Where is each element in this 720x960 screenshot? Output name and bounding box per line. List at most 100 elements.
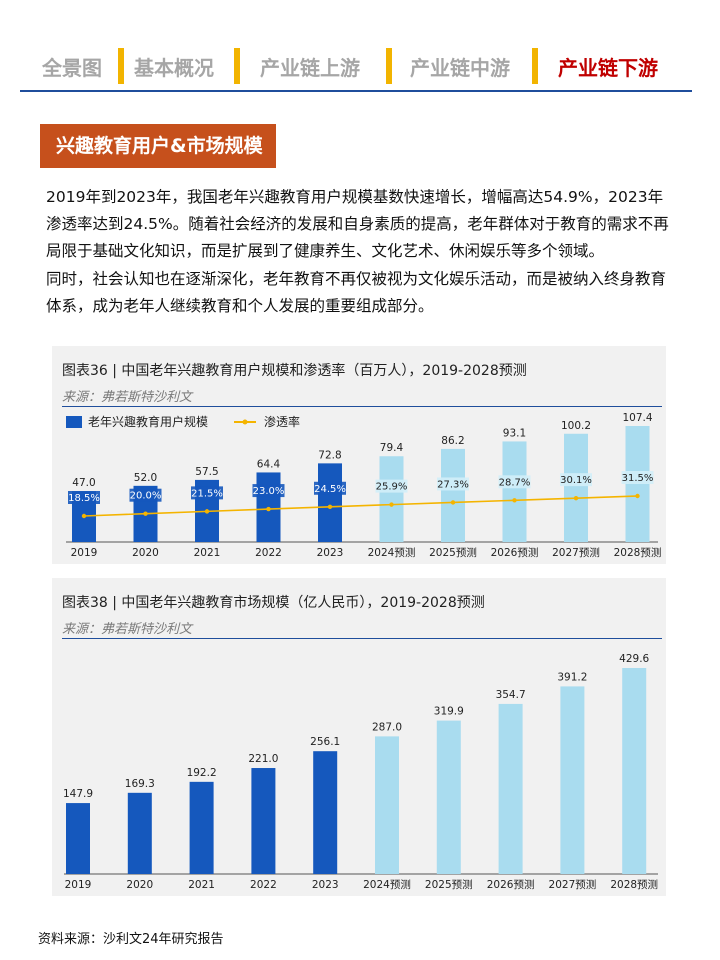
penetration-point [635, 493, 640, 499]
chart-divider [62, 638, 662, 639]
bar-value-label: 354.7 [496, 689, 526, 701]
x-tick-label: 2022 [250, 879, 277, 891]
nav-separator [386, 48, 392, 84]
nav-separator [532, 48, 538, 84]
penetration-value-label: 27.3% [437, 479, 469, 490]
penetration-point [327, 504, 333, 509]
x-tick-label: 2021 [188, 879, 215, 891]
bar [436, 720, 461, 874]
legend-label-users: 老年兴趣教育用户规模 [88, 414, 208, 429]
bar-value-label: 93.1 [503, 427, 526, 439]
x-tick-label: 2027预测 [549, 878, 597, 891]
penetration-value-label: 18.5% [68, 493, 100, 504]
penetration-point [512, 498, 517, 503]
nav-separator [234, 48, 240, 84]
bar [502, 441, 527, 542]
x-tick-label: 2026预测 [491, 546, 539, 559]
x-tick-label: 2028预测 [614, 546, 662, 559]
penetration-point [81, 513, 87, 519]
nav-separator [118, 48, 124, 84]
chart-divider [62, 406, 662, 407]
chart-market-size: 147.9 2019 169.3 2020 192.2 2021 221.0 2022 256.… [63, 653, 658, 891]
chart-source: 来源：弗若斯特沙利文 [62, 622, 193, 637]
x-tick-label: 2027预测 [552, 546, 600, 559]
penetration-label-bg [252, 484, 285, 498]
penetration-value-label: 25.9% [376, 482, 408, 493]
x-tick-label: 2023 [312, 879, 339, 891]
bar [564, 433, 588, 542]
x-tick-label: 2019 [71, 547, 98, 559]
nav-item-basic[interactable]: 基本概况 [134, 56, 214, 80]
bar [251, 768, 276, 874]
footer-source: 资料来源：沙利文24年研究报告 [38, 932, 224, 947]
bar-value-label: 287.0 [372, 721, 402, 733]
penetration-label-bg [191, 486, 223, 500]
section-title: 兴趣教育用户&市场规模 [40, 124, 276, 168]
nav-item-upstream[interactable]: 产业链上游 [260, 56, 360, 80]
x-tick-label: 2021 [194, 547, 221, 559]
penetration-label-bg [437, 477, 469, 491]
x-tick-label: 2020 [126, 879, 153, 891]
bar-value-label: 47.0 [72, 477, 95, 489]
bar-value-label: 256.1 [310, 736, 340, 748]
x-tick-label: 2020 [132, 547, 159, 559]
penetration-label-bg [560, 473, 592, 487]
chart-users-penetration: 老年兴趣教育用户规模 渗透率 47.0 2019 52.0 2020 57.5 2021 64.… [66, 412, 662, 559]
penetration-label-bg [375, 479, 408, 493]
x-tick-label: 2025预测 [429, 546, 477, 559]
bar-value-label: 192.2 [187, 767, 217, 779]
penetration-label-bg [68, 491, 100, 504]
x-tick-label: 2023 [317, 547, 344, 559]
bar [375, 736, 399, 874]
bar-value-label: 52.0 [134, 472, 157, 484]
bar-value-label: 147.9 [63, 788, 93, 800]
penetration-point [389, 502, 394, 507]
bar-value-label: 79.4 [380, 442, 404, 454]
nav-item-midstream[interactable]: 产业链中游 [410, 56, 510, 80]
x-tick-label: 2026预测 [487, 878, 535, 891]
x-tick-label: 2019 [65, 879, 92, 891]
penetration-label-bg [498, 475, 531, 489]
nav-item-downstream[interactable]: 产业链下游 [558, 56, 658, 80]
bar-value-label: 64.4 [257, 458, 281, 470]
bar [441, 448, 465, 542]
top-nav: 全景图 基本概况 产业链上游 产业链中游 产业链下游 [0, 44, 720, 92]
bar-value-label: 57.5 [195, 466, 218, 478]
penetration-label-bg [129, 488, 162, 502]
penetration-value-label: 24.5% [314, 484, 346, 495]
bar-value-label: 221.0 [248, 753, 278, 765]
penetration-line [83, 495, 638, 517]
bar-value-label: 107.4 [622, 412, 652, 424]
chart-source: 来源：弗若斯特沙利文 [62, 390, 193, 405]
paragraph-1: 2019年到2023年，我国老年兴趣教育用户规模基数快速增长，增幅高达54.9%… [46, 188, 669, 260]
penetration-point [204, 509, 210, 514]
penetration-point [143, 511, 148, 516]
penetration-label-bg [314, 481, 346, 495]
nav-divider [20, 90, 692, 92]
bar [313, 751, 338, 874]
bar-value-label: 391.2 [557, 671, 587, 683]
x-tick-label: 2024预测 [363, 878, 411, 891]
bar-value-label: 100.2 [561, 420, 591, 432]
bar [622, 668, 647, 874]
x-tick-label: 2025预测 [425, 878, 473, 891]
penetration-value-label: 30.1% [560, 475, 592, 486]
bar [560, 686, 585, 874]
bar [498, 703, 523, 874]
penetration-point [450, 500, 456, 505]
x-tick-label: 2028预测 [610, 878, 658, 891]
penetration-value-label: 31.5% [622, 473, 654, 484]
penetration-point [266, 506, 271, 512]
legend-swatch-users [66, 416, 82, 428]
penetration-point [573, 495, 579, 501]
nav-item-overview[interactable]: 全景图 [42, 56, 102, 80]
penetration-label-bg [621, 471, 654, 484]
penetration-value-label: 23.0% [253, 486, 285, 497]
penetration-value-label: 20.0% [130, 491, 162, 502]
bar [189, 781, 214, 874]
penetration-value-label: 28.7% [499, 477, 531, 488]
bar [318, 463, 342, 542]
bar-value-label: 86.2 [441, 435, 464, 447]
bar-value-label: 429.6 [619, 653, 649, 665]
chart-panel-market: 图表38 | 中国老年兴趣教育市场规模（亿人民币），2019-2028预测 来源… [52, 578, 666, 896]
